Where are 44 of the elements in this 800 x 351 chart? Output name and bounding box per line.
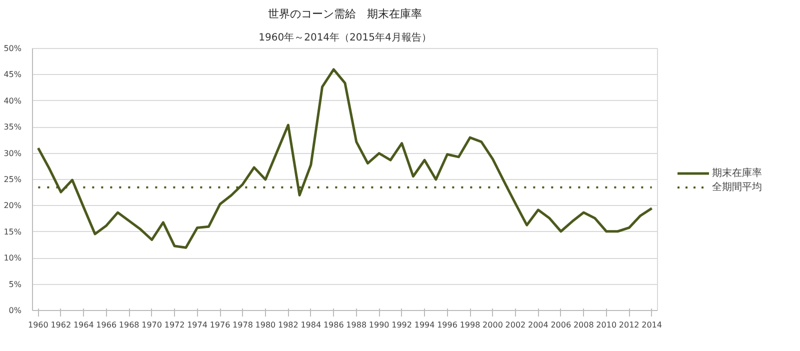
y-tick-label: 10% — [4, 254, 22, 263]
x-tick-label: 1962 — [50, 320, 72, 330]
y-tick-label: 0% — [8, 306, 22, 315]
x-tick-label: 1998 — [460, 320, 480, 330]
chart-title: 世界のコーン需給 期末在庫率 — [268, 8, 422, 20]
x-tick-label: 1988 — [346, 320, 367, 330]
x-tick-label: 2004 — [528, 320, 548, 330]
y-tick-label: 35% — [4, 122, 22, 132]
y-tick-label: 25% — [4, 175, 22, 184]
x-tick-label: 2002 — [505, 320, 526, 330]
x-tick-label: 1972 — [164, 320, 185, 330]
x-tick-label: 1996 — [437, 320, 458, 330]
y-tick-label: 30% — [4, 148, 22, 158]
x-tick-label: 2010 — [596, 320, 617, 330]
x-tick-label: 1994 — [414, 320, 435, 330]
x-tick-label: 2014 — [642, 320, 662, 330]
x-tick-label: 1976 — [210, 320, 230, 330]
x-tick-label: 1970 — [142, 320, 162, 330]
x-tick-label: 1992 — [392, 320, 412, 330]
y-tick-label: 5% — [8, 280, 22, 289]
legend-label: 期末在庫率 — [712, 166, 762, 180]
x-tick-label: 1978 — [232, 320, 253, 330]
x-tick-label: 1990 — [368, 320, 390, 330]
y-tick-label: 20% — [4, 201, 22, 210]
x-tick-label: 1984 — [300, 320, 322, 330]
x-tick-label: 2000 — [482, 320, 503, 330]
x-tick-label: 2008 — [573, 320, 594, 330]
x-tick-label: 1964 — [73, 320, 94, 330]
x-tick-label: 1966 — [96, 320, 117, 330]
y-tick-label: 50% — [4, 44, 22, 53]
x-tick-label: 1982 — [278, 320, 298, 330]
y-tick-label: 40% — [4, 96, 22, 106]
y-tick-label: 15% — [4, 227, 22, 236]
x-tick-label: 1986 — [323, 320, 344, 330]
line-series — [36, 68, 654, 249]
y-tick-label: 45% — [4, 70, 22, 80]
chart-subtitle: 1960年～2014年（2015年4月報告） — [258, 32, 432, 44]
x-tick-label: 2006 — [550, 320, 572, 330]
x-tick-label: 2012 — [618, 320, 640, 330]
x-tick-label: 1980 — [255, 320, 276, 330]
legend-label: 全期間平均 — [712, 180, 762, 194]
x-tick-label: 1960 — [28, 320, 48, 330]
x-tick-label: 1974 — [187, 320, 208, 330]
x-tick-label: 1968 — [118, 320, 140, 330]
